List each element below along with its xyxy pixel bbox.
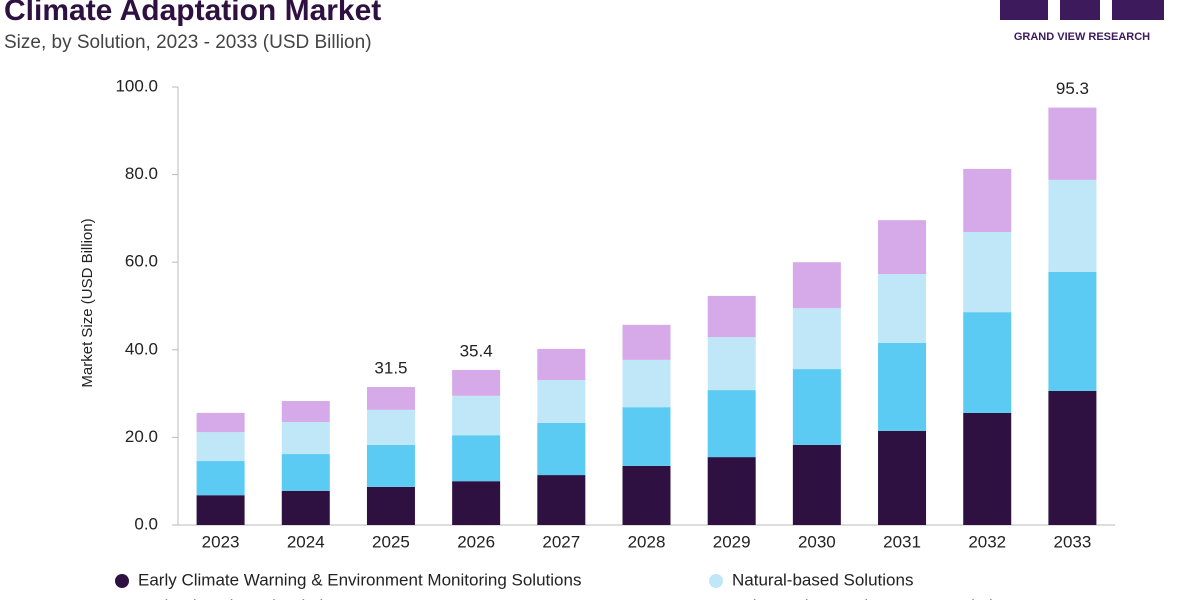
bar-segment [452,481,501,525]
bar-segment [963,412,1012,525]
legend-label: Early Climate Warning & Environment Moni… [138,570,581,589]
x-tick-label: 2031 [883,532,921,551]
total-label: 95.3 [1056,79,1089,98]
bar-segment [878,220,927,275]
bar-segment [366,409,415,445]
bar-segment [196,432,245,462]
bar-segment [196,461,245,496]
chart-title: Climate Adaptation Market [4,0,381,27]
y-tick-label: 0.0 [134,514,158,533]
x-tick-label: 2024 [287,532,325,551]
bar-segment [707,295,756,338]
bar-segment [963,312,1012,413]
legend-label: Technology-based Solutions [138,596,351,600]
bar-segment [537,475,586,525]
x-tick-label: 2023 [202,532,240,551]
bar-segment [792,444,841,525]
bar-segment [281,490,330,525]
bar-segment [537,380,586,423]
bar-segment [1048,107,1097,180]
bar-segment [792,308,841,370]
total-label: 35.4 [460,341,493,360]
x-tick-label: 2026 [457,532,495,551]
bar-segment [366,387,415,410]
bar-segment [281,401,330,423]
bar-segment [622,465,671,525]
y-tick-label: 20.0 [125,427,158,446]
bar-segment [707,390,756,458]
y-tick-label: 80.0 [125,164,158,183]
y-axis-label: Market Size (USD Billion) [79,218,96,387]
bar-segment [281,422,330,455]
bar-segment [537,348,586,381]
total-label: 31.5 [374,359,407,378]
y-tick-label: 100.0 [115,76,158,95]
chart-subtitle: Size, by Solution, 2023 - 2033 (USD Bill… [4,32,372,53]
x-tick-label: 2025 [372,532,410,551]
y-tick-label: 60.0 [125,252,158,271]
x-tick-label: 2028 [628,532,666,551]
bar-segment [452,395,501,436]
legend-marker [115,574,129,588]
bar-segment [963,231,1012,313]
bar-segment [281,454,330,491]
bar-segment [622,324,671,360]
legend-marker [709,574,723,588]
bar-segment [622,359,671,408]
legend-label: Enhanced Natural Resource Solutions [732,596,1020,600]
bar-segment [1048,179,1097,272]
bar-segment [196,412,245,433]
bar-segment [622,407,671,466]
bar-segment [537,422,586,476]
bar-segment [963,168,1012,232]
x-tick-label: 2033 [1053,532,1091,551]
bar-segment [366,444,415,487]
logo: GRAND VIEW RESEARCH [1000,0,1164,43]
bar-segment [1048,271,1097,391]
bar-segment [452,435,501,482]
bar-segment [792,369,841,445]
x-tick-label: 2029 [713,532,751,551]
bar-segment [452,369,501,396]
x-tick-label: 2027 [542,532,580,551]
bar-segment [792,262,841,309]
legend-label: Natural-based Solutions [732,570,913,589]
x-tick-label: 2032 [968,532,1006,551]
bar-segment [707,337,756,391]
bar-segment [878,430,927,525]
bar-segment [707,457,756,525]
x-tick-label: 2030 [798,532,836,551]
bar-segment [878,342,927,431]
y-tick-label: 40.0 [125,339,158,358]
bar-segment [366,486,415,525]
brand: GRAND VIEW RESEARCH [1014,31,1150,43]
bar-segment [878,274,927,343]
bar-segment [196,495,245,525]
bar-segment [1048,390,1097,525]
